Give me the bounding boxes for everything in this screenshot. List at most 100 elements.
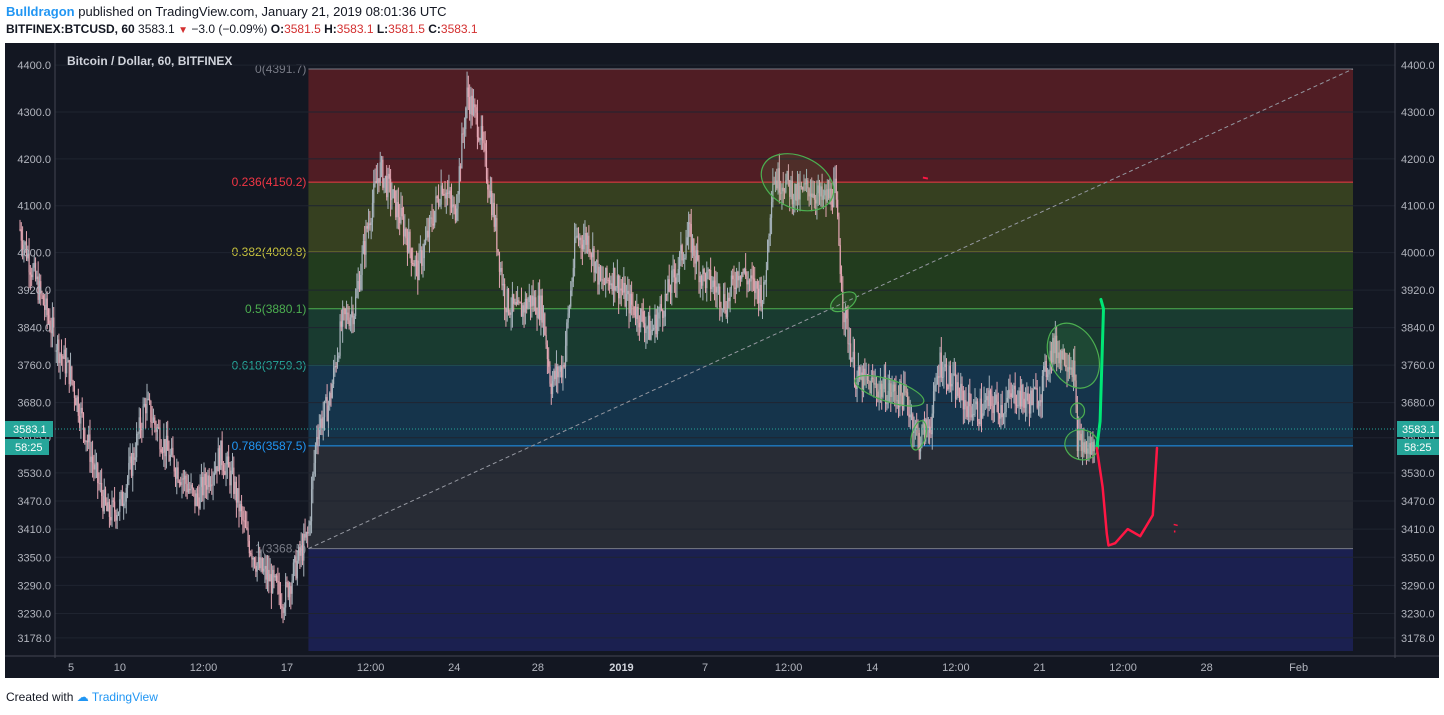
candle-body [492, 202, 494, 216]
red-projection-line[interactable] [1095, 446, 1159, 547]
candle-body [650, 331, 652, 340]
candle-body [211, 484, 213, 486]
candle-body [456, 208, 458, 221]
candle-body [1083, 442, 1085, 453]
candle-body [932, 391, 935, 414]
candle-body [36, 276, 38, 279]
projection-drawings[interactable] [922, 176, 1178, 547]
candle-body [710, 269, 712, 290]
candle-body [986, 396, 988, 401]
candle-body [1062, 349, 1064, 360]
candle-body [209, 484, 212, 488]
candle-body [851, 359, 853, 362]
candle-body [978, 421, 980, 425]
candle-body [1088, 443, 1090, 449]
candle-body [967, 392, 970, 418]
candle-body [887, 390, 889, 404]
author-name[interactable]: Bulldragon [6, 4, 75, 19]
chart-svg[interactable]: 0(4391.7)0.236(4150.2)0.382(4000.8)0.5(3… [5, 43, 1439, 678]
candle-body [367, 223, 370, 229]
candle-body [741, 272, 743, 279]
candle-body [415, 259, 418, 261]
candle-body [813, 193, 815, 200]
candle-body [796, 182, 799, 201]
candle-body [237, 488, 239, 503]
candle-body [181, 478, 183, 485]
highlight-ellipse-2[interactable] [852, 369, 927, 412]
tradingview-brand[interactable]: TradingView [91, 690, 158, 704]
candle-body [752, 278, 755, 280]
left-price-tag-text: 3583.1 [13, 424, 47, 436]
candle-body [295, 556, 297, 579]
candle-body [791, 180, 793, 205]
fib-retracement[interactable]: 0(4391.7)0.236(4150.2)0.382(4000.8)0.5(3… [232, 62, 1353, 651]
candle-body [218, 448, 221, 470]
candle-body [147, 398, 149, 400]
candle-body [418, 251, 420, 281]
candle-body [566, 322, 568, 346]
candle-body [571, 281, 573, 291]
candle-body [1048, 369, 1050, 375]
candle-body [263, 568, 265, 572]
candle-body [397, 201, 399, 218]
candle-body [497, 249, 499, 253]
candle-body [380, 159, 383, 163]
candle-body [580, 237, 582, 245]
candle-body [688, 222, 690, 238]
candle-body [130, 456, 133, 476]
candle-body [357, 281, 359, 289]
candle-body [432, 223, 434, 226]
candle-body [690, 223, 692, 253]
candle-body [811, 193, 813, 198]
candle-body [435, 196, 437, 211]
candle-body [900, 381, 902, 396]
chart-area[interactable]: 0(4391.7) 0.236(4150.2) 0.382(4000.8) 0.5(3… [5, 43, 1439, 678]
candle-body [815, 199, 817, 204]
candle-body [795, 183, 797, 201]
candle-body [647, 315, 650, 327]
candle-body [803, 183, 805, 190]
candle-body [408, 231, 410, 253]
low-value: 3581.5 [388, 22, 425, 36]
highlight-ellipse-1[interactable] [827, 288, 859, 316]
candle-body [610, 283, 612, 286]
publish-info: published on TradingView.com, January 21… [78, 4, 447, 19]
y-tick-right-5: 3920.0 [1401, 285, 1435, 297]
candle-body [79, 415, 81, 424]
candle-body [897, 400, 900, 408]
candle-body [728, 297, 730, 302]
candle-body [461, 133, 463, 169]
candle-body [266, 569, 269, 580]
candle-body [1006, 397, 1008, 402]
red-mark-top [922, 176, 929, 180]
low-label: L: [376, 22, 389, 36]
highlight-ellipse-5[interactable] [1069, 402, 1086, 420]
candle-body [640, 308, 642, 328]
candle-body [721, 308, 723, 310]
candle-body [971, 414, 974, 418]
candle-body [1068, 367, 1071, 370]
candle-body [101, 482, 103, 496]
candle-body [198, 497, 200, 509]
candle-body [509, 312, 511, 315]
candle-body [831, 204, 834, 208]
highlight-ellipse-0[interactable] [752, 143, 843, 222]
candle-body [879, 383, 882, 390]
candle-body [448, 190, 450, 194]
candle-body [750, 275, 752, 282]
candle-body [204, 473, 206, 486]
candle-body [930, 432, 932, 435]
candle-body [720, 307, 722, 309]
candle-body [949, 365, 951, 387]
tradingview-logo-icon[interactable]: ☁ [76, 690, 89, 704]
green-projection-line[interactable] [1095, 297, 1105, 450]
highlight-ellipse-3[interactable] [908, 419, 929, 452]
candle-body [1059, 350, 1062, 364]
candle-body [316, 437, 318, 446]
candle-body [783, 191, 786, 193]
highlight-ellipses[interactable] [752, 143, 1109, 464]
candle-body [798, 182, 800, 200]
candle-body [961, 383, 963, 391]
candle-body [203, 473, 205, 496]
highlight-ellipse-4[interactable] [1037, 315, 1109, 397]
